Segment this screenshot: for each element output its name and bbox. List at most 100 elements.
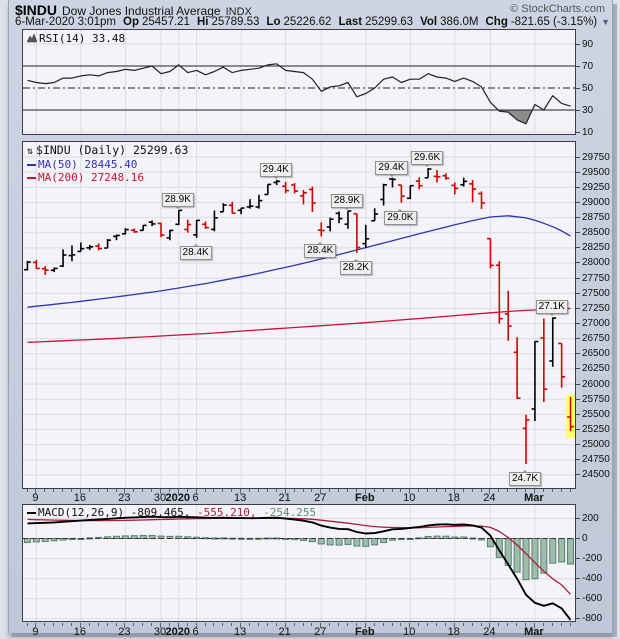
x-axis-tick [44, 623, 46, 626]
x-axis-tick [302, 489, 304, 492]
x-axis-tick [115, 623, 117, 626]
x-axis-tick [338, 489, 340, 492]
x-axis-tick [35, 623, 37, 628]
x-axis-tick [427, 623, 429, 626]
x-axis-tick [507, 623, 509, 626]
macd-signal-value: -555.210, [196, 506, 257, 519]
x-axis-tick [525, 489, 526, 492]
x-axis-tick [88, 623, 90, 626]
x-axis-label: 21 [278, 626, 291, 638]
x-axis-label: 10 [403, 626, 416, 638]
ma200-swatch-icon [27, 177, 36, 179]
x-axis-tick [240, 623, 242, 628]
x-axis-tick [462, 489, 464, 492]
x-axis-label: Mar [524, 626, 544, 638]
x-axis-tick [257, 623, 259, 626]
x-axis-tick [195, 489, 197, 494]
chart-header: $INDU Dow Jones Industrial Average INDX © … [15, 1, 610, 29]
price-annotation: 29.0K [384, 208, 417, 225]
rsi-legend-value: 33.48 [91, 32, 126, 45]
quote-field-label-hi: Hi [196, 16, 209, 28]
x-axis-tick [427, 489, 429, 492]
quote-field-value-chg: -821.65 (-3.15%) [510, 16, 598, 28]
x-axis-tick [293, 623, 295, 626]
price-legend-symbol: $INDU (Daily) [36, 143, 127, 157]
x-axis-tick [257, 489, 259, 492]
x-axis-label: 30 [153, 626, 167, 638]
y-axis-label: -200 [576, 553, 602, 565]
x-axis-tick [302, 623, 304, 626]
quote-field-label-vol: Vol [420, 16, 438, 28]
x-axis-label: 27 [314, 492, 327, 504]
price-chart [23, 142, 575, 488]
x-axis-tick [275, 623, 277, 626]
x-axis-tick [284, 623, 286, 628]
x-axis-tick [569, 489, 571, 492]
x-axis-label: 18 [447, 626, 460, 638]
y-axis-label: 10 [576, 126, 593, 138]
quote-fields: Op 25457.21 Hi 25789.53 Lo 25226.62 Last 25299.… [116, 16, 597, 28]
x-axis-tick [275, 489, 277, 492]
x-axis-tick [249, 489, 250, 492]
chart-sheet: $INDU Dow Jones Industrial Average INDX © … [8, 0, 613, 638]
y-axis-label: 28750 [576, 212, 610, 224]
y-axis-label: 24500 [576, 469, 610, 481]
quote-field-label-op: Op [123, 16, 139, 28]
x-axis-tick [400, 623, 402, 626]
x-axis-tick [204, 489, 206, 492]
x-axis-tick [320, 623, 322, 628]
x-axis-tick [71, 623, 72, 626]
x-axis-tick [409, 489, 411, 494]
quote-field-label-lo: Lo [266, 16, 281, 28]
y-axis-label: 70 [576, 60, 593, 72]
x-axis-label: 2020 [165, 492, 191, 504]
y-axis-label: 26750 [576, 333, 610, 345]
x-axis-tick [222, 623, 224, 626]
x-axis-tick [249, 623, 250, 626]
x-axis-label: 23 [118, 492, 131, 504]
macd-histogram-value: -254.255 [263, 506, 317, 519]
rsi-legend-label: RSI(14) [39, 32, 86, 45]
x-axis-tick [177, 623, 179, 628]
x-axis-tick [240, 489, 242, 494]
x-axis-label: 6 [192, 492, 199, 504]
y-axis-label: 26250 [576, 363, 610, 375]
x-axis-tick [516, 489, 518, 492]
x-axis-bottom: 9 16 23 30 2020 6 13 21 27 Feb 10 18 24 Mar [22, 623, 576, 638]
x-axis-tick [186, 623, 188, 626]
ma50-legend-label: MA(50) 28445.40 [38, 158, 138, 171]
x-axis-tick [88, 489, 90, 492]
stockcharts-credit: © StockCharts.com [510, 3, 605, 15]
x-axis-tick [97, 623, 99, 626]
ma200-legend-label: MA(200) 27248.16 [38, 171, 144, 184]
x-axis-label: 13 [233, 492, 247, 504]
x-axis-tick [186, 489, 188, 492]
price-panel [22, 141, 576, 489]
x-axis-tick [231, 489, 233, 492]
y-axis-label: -400 [576, 573, 602, 585]
x-axis-middle: 9 16 23 30 2020 6 13 21 27 Feb 10 18 24 Mar [22, 489, 576, 504]
y-axis-label: 29500 [576, 166, 610, 178]
quote-field-value-last: 25299.63 [365, 16, 414, 28]
y-axis-label: -600 [576, 593, 602, 605]
x-axis-tick [124, 623, 126, 628]
x-axis-tick [62, 489, 64, 492]
x-axis-tick [436, 489, 437, 492]
x-axis-tick [160, 489, 161, 494]
x-axis-tick [151, 623, 153, 626]
macd-legend: MACD(12,26,9) -809.465, -555.210, -254.2… [27, 506, 316, 519]
x-axis-tick [53, 489, 55, 492]
header-quote-line: 6-Mar-2020 3:01pm Op 25457.21 Hi 25789.53 Lo 2… [15, 16, 610, 28]
rsi-panel [22, 29, 576, 135]
x-axis-tick [231, 623, 233, 626]
x-axis-tick [382, 489, 384, 492]
x-axis-tick [382, 623, 384, 626]
price-annotation: 29.6K [411, 151, 444, 168]
y-axis-label: 28500 [576, 227, 610, 239]
x-axis-tick [71, 489, 72, 492]
x-axis-tick [498, 623, 500, 626]
macd-line-swatch-icon [27, 512, 36, 514]
x-axis-tick [168, 489, 170, 492]
ticker-symbol: $INDU [15, 2, 58, 18]
x-axis-label: 21 [278, 492, 291, 504]
